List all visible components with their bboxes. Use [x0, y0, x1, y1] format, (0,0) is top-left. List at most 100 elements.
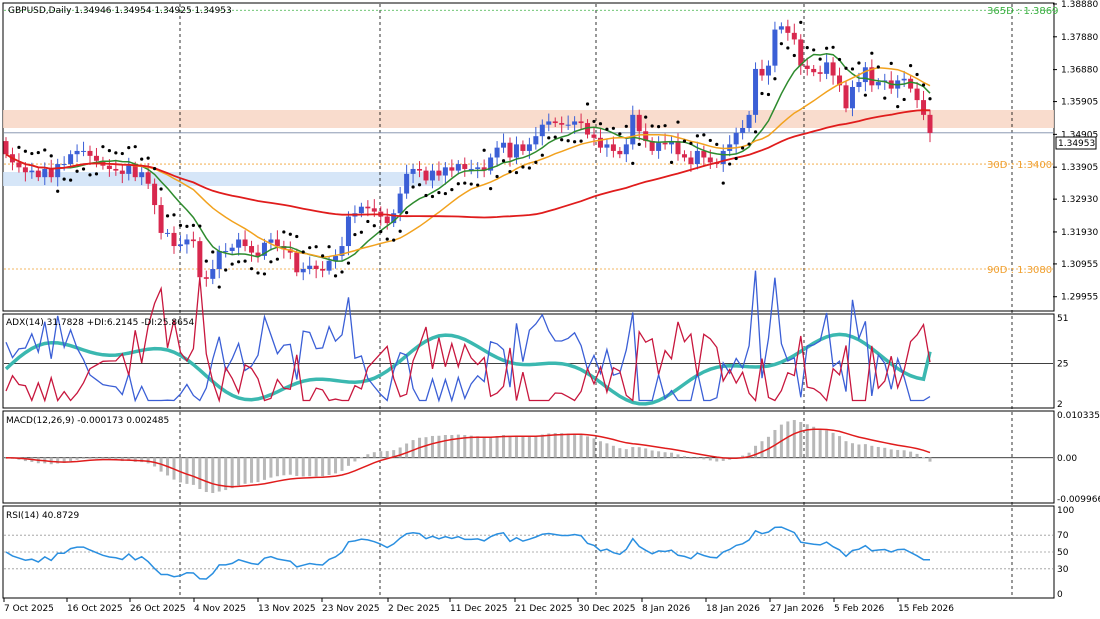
adx-tick-label: 51 — [1057, 314, 1068, 324]
macd-histogram-bar — [514, 435, 518, 458]
candle-body — [927, 114, 933, 133]
psar-dot — [417, 183, 422, 187]
candle-body — [152, 183, 158, 206]
psar-dot — [107, 149, 111, 153]
psar-dot — [191, 223, 195, 227]
psar-dot — [333, 274, 338, 278]
macd-histogram-bar — [844, 441, 848, 458]
psar-dot — [825, 46, 829, 50]
candle-body — [824, 62, 830, 74]
psar-dot — [165, 214, 170, 218]
candle-body — [649, 141, 655, 151]
psar-dot — [605, 127, 609, 131]
macd-histogram-bar — [540, 434, 544, 458]
candle-body — [791, 32, 797, 40]
psar-dot — [456, 182, 460, 186]
psar-dot — [43, 148, 47, 152]
candle-body — [578, 121, 584, 124]
level-label: 90D : 1.3080 — [987, 265, 1052, 276]
psar-dot — [514, 170, 519, 175]
adx-pane — [2, 313, 1055, 409]
macd-histogram-bar — [385, 451, 389, 458]
macd-histogram-bar — [456, 434, 460, 458]
psar-dot — [75, 169, 79, 173]
price-tick-label: 1.38880 — [1061, 0, 1098, 10]
psar-dot — [23, 149, 27, 153]
macd-histogram-bar — [359, 457, 363, 459]
macd-histogram-bar — [443, 435, 447, 458]
candle-body — [597, 137, 603, 148]
plus-di-line — [5, 270, 931, 403]
chart-title: GBPUSD,Daily 1.34946 1.34954 1.34925 1.3… — [8, 6, 232, 16]
candle-body — [126, 165, 132, 174]
macd-label: MACD(12,26,9) -0.000173 0.002485 — [6, 416, 169, 426]
psar-dot — [896, 105, 900, 109]
candle-body — [869, 67, 875, 86]
candle-body — [513, 144, 519, 158]
macd-histogram-bar — [928, 457, 932, 462]
x-tick-label: 7 Oct 2025 — [4, 604, 54, 614]
macd-histogram-bar — [682, 456, 686, 458]
price-tick-label: 1.29955 — [1061, 293, 1098, 303]
candle-body — [74, 150, 80, 155]
macd-histogram-bar — [243, 457, 247, 484]
psar-dot — [398, 229, 402, 233]
macd-histogram-bar — [301, 457, 305, 477]
candle-body — [585, 123, 591, 135]
candle-body — [455, 164, 461, 171]
macd-histogram-bar — [508, 435, 512, 458]
psar-dot — [133, 145, 137, 149]
psar-dot — [275, 257, 279, 261]
macd-histogram-bar — [314, 457, 318, 477]
macd-histogram-bar — [657, 451, 661, 458]
psar-dot — [114, 151, 118, 155]
psar-dot — [857, 61, 861, 65]
psar-dot — [876, 65, 880, 69]
psar-dot — [721, 181, 725, 185]
macd-histogram-bar — [631, 447, 635, 458]
macd-pane — [2, 410, 1055, 504]
macd-histogram-bar — [424, 437, 428, 458]
candle-body — [804, 65, 810, 69]
psar-dot — [62, 177, 66, 181]
candle-body — [242, 239, 248, 247]
price-tick-label: 1.31930 — [1061, 228, 1098, 238]
psar-dot — [579, 139, 583, 143]
psar-dot — [224, 268, 228, 272]
price-tick-label: 1.36880 — [1061, 66, 1098, 76]
psar-dot — [676, 120, 680, 124]
candle-body — [3, 141, 9, 155]
macd-histogram-bar — [695, 457, 699, 459]
macd-histogram-bar — [269, 457, 273, 478]
macd-histogram-bar — [101, 457, 105, 459]
macd-histogram-bar — [598, 441, 602, 458]
x-tick-label: 2 Dec 2025 — [388, 604, 440, 614]
psar-dot — [631, 161, 635, 165]
candle-body — [371, 208, 377, 212]
macd-histogram-bar — [217, 457, 221, 492]
macd-histogram-bar — [586, 436, 590, 458]
macd-histogram-bar — [566, 433, 570, 458]
x-tick-label: 16 Oct 2025 — [67, 604, 123, 614]
psar-dot — [766, 92, 771, 97]
rsi-tick-label: 0 — [1057, 590, 1063, 600]
candle-body — [365, 206, 371, 209]
psar-dot — [508, 169, 512, 174]
psar-dot — [424, 193, 428, 198]
macd-histogram-bar — [702, 457, 706, 460]
price-tick-label: 1.30955 — [1061, 260, 1098, 270]
macd-histogram-bar — [876, 446, 880, 458]
price-tick-label: 1.34905 — [1061, 130, 1098, 140]
psar-dot — [799, 20, 803, 24]
macd-histogram-bar — [747, 452, 751, 458]
psar-dot — [353, 232, 357, 237]
rsi-tick-label: 70 — [1057, 531, 1069, 541]
psar-dot — [463, 181, 467, 185]
macd-histogram-bar — [792, 420, 796, 458]
psar-dot — [17, 145, 21, 149]
candle-body — [488, 157, 494, 171]
candle-body — [384, 216, 390, 224]
candle-body — [798, 39, 804, 66]
psar-dot — [301, 250, 305, 254]
